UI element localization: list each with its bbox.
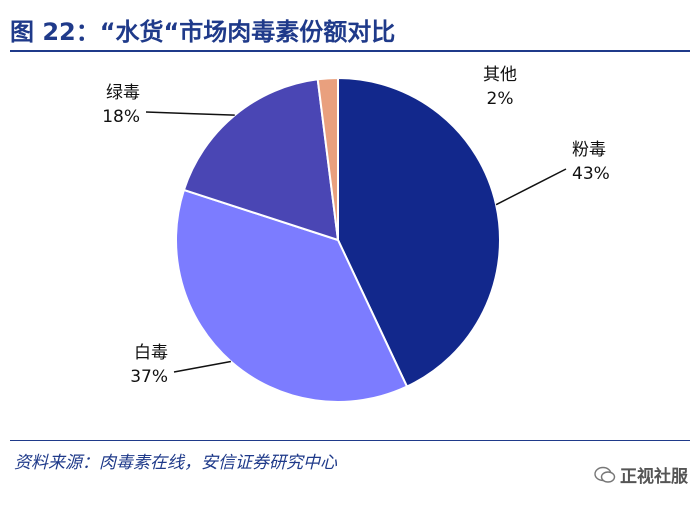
leader-line-2	[145, 111, 235, 116]
slice-label-1: 白毒	[134, 343, 168, 363]
slice-label-3: 其他	[483, 65, 517, 85]
slice-pct-0: 43%	[572, 164, 610, 184]
slice-label-2: 绿毒	[106, 83, 140, 103]
slice-pct-1: 37%	[130, 367, 168, 387]
pie-chart: 粉毒 43% 白毒 37% 绿毒 18% 其他 2%	[102, 65, 610, 403]
wechat-icon	[594, 466, 616, 483]
title-divider	[10, 50, 690, 52]
slice-pct-2: 18%	[102, 107, 140, 127]
leader-line-0	[495, 168, 567, 206]
watermark-text: 正视社服	[620, 467, 688, 487]
source-divider	[10, 440, 690, 441]
chart-title: 图 22：“水货“市场肉毒素份额对比	[10, 18, 396, 46]
slice-label-0: 粉毒	[572, 140, 606, 160]
source-note: 资料来源：肉毒素在线，安信证券研究中心	[14, 453, 337, 473]
pie-slice-1	[175, 188, 409, 403]
pie-slice-0	[337, 76, 501, 388]
leader-line-1	[173, 360, 232, 373]
pie-slice-2	[182, 78, 340, 242]
slice-pct-3: 2%	[487, 89, 514, 109]
watermark: 正视社服	[594, 462, 688, 487]
pie-slice-3	[316, 76, 339, 241]
